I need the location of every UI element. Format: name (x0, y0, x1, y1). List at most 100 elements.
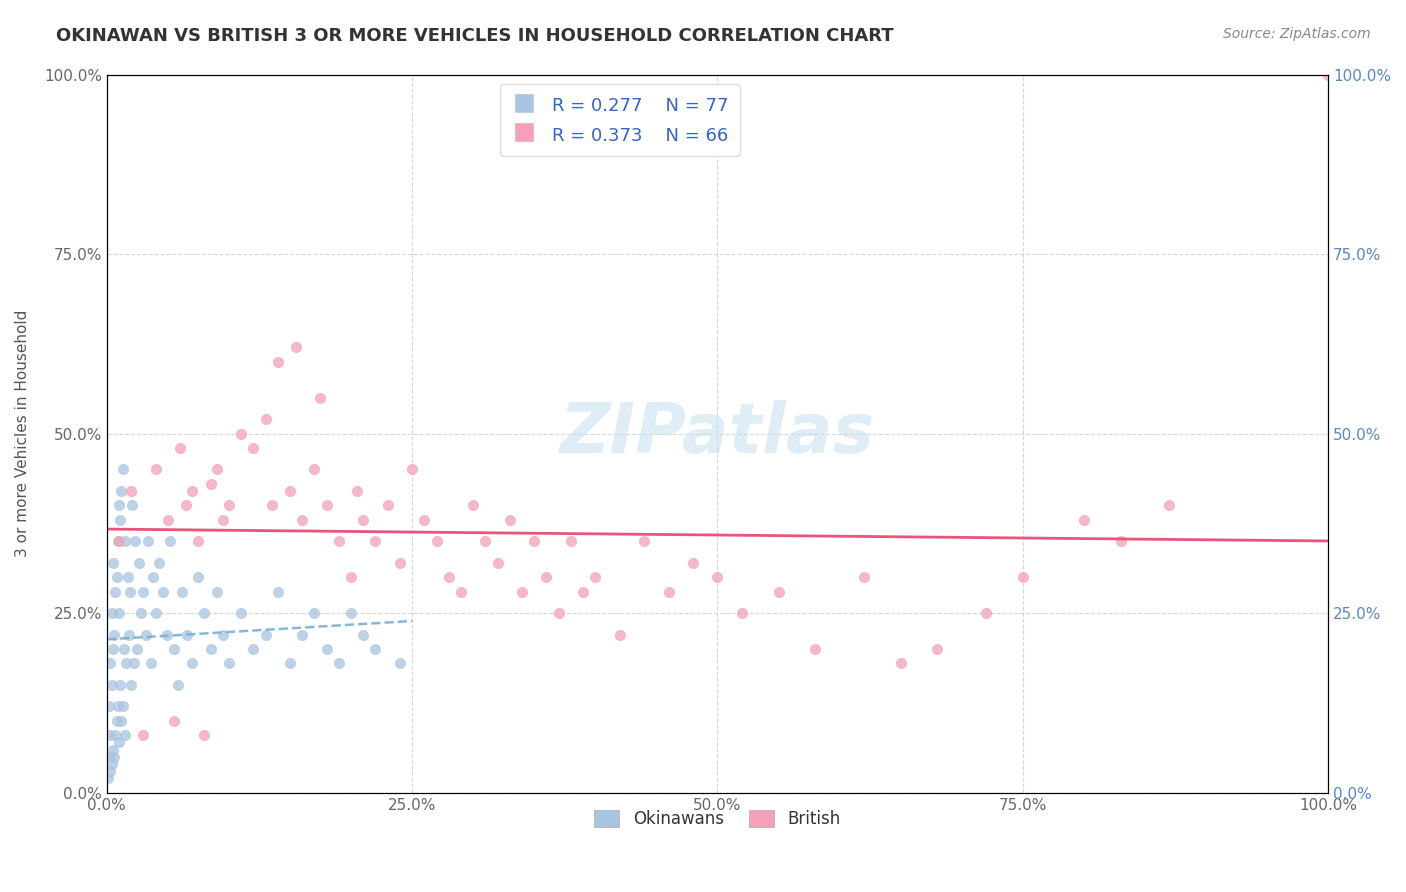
Point (122, 657, 145, 671)
Point (101, 556, 124, 570)
Point (100, 678, 122, 692)
Point (218, 657, 240, 671)
Point (352, 628, 374, 642)
Point (187, 570, 209, 584)
Point (117, 570, 139, 584)
Point (118, 584, 141, 599)
Point (200, 642, 222, 657)
Point (328, 534, 350, 549)
Point (107, 699, 129, 714)
Point (413, 513, 436, 527)
Point (128, 556, 150, 570)
Point (100, 657, 122, 671)
Point (105, 570, 128, 584)
Point (254, 628, 277, 642)
Point (118, 628, 141, 642)
Point (135, 628, 157, 642)
Point (100, 728, 122, 742)
Point (136, 534, 159, 549)
Point (291, 513, 314, 527)
Point (450, 584, 472, 599)
Point (174, 499, 197, 513)
Point (176, 628, 198, 642)
Point (124, 534, 146, 549)
Point (304, 606, 326, 620)
Y-axis label: 3 or more Vehicles in Household: 3 or more Vehicles in Household (15, 310, 30, 558)
Point (132, 728, 155, 742)
Point (291, 628, 314, 642)
Point (112, 642, 135, 657)
Point (110, 714, 132, 728)
Point (166, 678, 188, 692)
Point (218, 499, 240, 513)
Point (127, 642, 149, 657)
Point (108, 499, 131, 513)
Point (108, 606, 131, 620)
Point (105, 714, 128, 728)
Text: Source: ZipAtlas.com: Source: ZipAtlas.com (1223, 27, 1371, 41)
Text: ZIPatlas: ZIPatlas (560, 401, 875, 467)
Point (200, 476, 222, 491)
Legend: Okinawans, British: Okinawans, British (588, 803, 846, 835)
Point (145, 606, 167, 620)
Point (572, 584, 595, 599)
Point (145, 462, 167, 476)
Point (633, 534, 655, 549)
Point (115, 657, 138, 671)
Point (205, 584, 228, 599)
Point (853, 570, 876, 584)
Point (129, 606, 152, 620)
Point (278, 483, 301, 498)
Point (340, 570, 363, 584)
Point (163, 714, 186, 728)
Point (1011, 570, 1033, 584)
Point (172, 584, 194, 599)
Point (388, 556, 411, 570)
Point (156, 513, 179, 527)
Point (104, 584, 127, 599)
Point (927, 642, 949, 657)
Point (285, 340, 308, 354)
Text: OKINAWAN VS BRITISH 3 OR MORE VEHICLES IN HOUSEHOLD CORRELATION CHART: OKINAWAN VS BRITISH 3 OR MORE VEHICLES I… (56, 27, 894, 45)
Point (108, 735, 131, 749)
Point (193, 606, 215, 620)
Point (364, 642, 387, 657)
Point (804, 642, 827, 657)
Point (121, 499, 143, 513)
Point (474, 534, 496, 549)
Point (583, 570, 606, 584)
Point (609, 628, 631, 642)
Point (377, 499, 399, 513)
Point (425, 534, 447, 549)
Point (103, 628, 125, 642)
Point (120, 678, 142, 692)
Point (547, 606, 569, 620)
Point (523, 534, 546, 549)
Point (364, 534, 387, 549)
Point (152, 584, 174, 599)
Point (229, 606, 252, 620)
Point (211, 513, 233, 527)
Point (142, 570, 165, 584)
Point (181, 657, 204, 671)
Point (437, 570, 460, 584)
Point (107, 534, 129, 549)
Point (193, 728, 215, 742)
Point (110, 483, 132, 498)
Point (169, 441, 191, 455)
Point (181, 483, 204, 498)
Point (346, 483, 368, 498)
Point (278, 657, 301, 671)
Point (100, 606, 122, 620)
Point (108, 534, 131, 549)
Point (100, 764, 122, 778)
Point (267, 355, 290, 369)
Point (352, 513, 374, 527)
Point (229, 426, 252, 441)
Point (1109, 534, 1132, 549)
Point (340, 606, 363, 620)
Point (731, 606, 754, 620)
Point (155, 628, 177, 642)
Point (111, 699, 134, 714)
Point (163, 642, 186, 657)
